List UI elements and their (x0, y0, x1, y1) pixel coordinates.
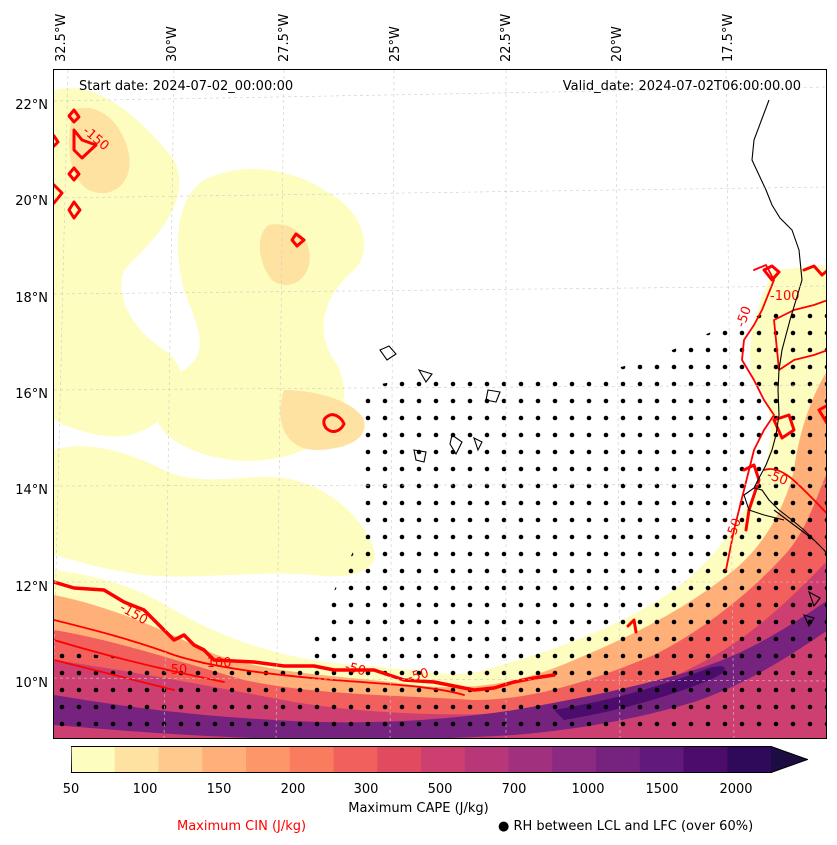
colorbar-swatch (333, 746, 378, 773)
lon-label-17-5w: 17.5°W (721, 13, 736, 62)
lat-label-10n: 10°N (15, 676, 48, 691)
rh-legend-label: ● RH between LCL and LFC (over 60%) (498, 819, 753, 834)
colorbar-swatch (464, 746, 510, 773)
colorbar-tick: 150 (206, 782, 232, 797)
cin-label: -50 (406, 666, 430, 686)
lon-label-32-5w: 32.5°W (54, 13, 69, 62)
cin-label: -50 (765, 468, 790, 489)
rh-stipple (54, 300, 826, 738)
colorbar-tick: 500 (427, 782, 453, 797)
colorbar-swatch (596, 746, 641, 773)
colorbar-tick: 700 (501, 782, 527, 797)
valid-date-label: Valid_date: 2024-07-02T06:00:00.00 (562, 79, 801, 94)
colorbar-swatch (377, 746, 422, 773)
lon-label-22-5w: 22.5°W (499, 13, 514, 62)
cin-label: -50 (343, 659, 367, 679)
colorbar-tick: 200 (280, 782, 306, 797)
coastlines (379, 99, 826, 628)
lat-label-12n: 12°N (15, 580, 48, 595)
cin-label: -50 (734, 304, 755, 329)
colorbar-swatch (683, 746, 728, 773)
cape-shading-northwest (54, 88, 375, 577)
cin-label: -100 (770, 289, 800, 304)
lon-label-27-5w: 27.5°W (277, 13, 292, 62)
colorbar-swatch (508, 746, 553, 773)
cin-label: -50 (166, 663, 187, 678)
lat-label-22n: 22°N (15, 98, 48, 113)
lat-label-16n: 16°N (15, 387, 48, 402)
lon-label-25w: 25°W (388, 26, 403, 62)
colorbar-tick: 1000 (571, 782, 605, 797)
colorbar-extend-arrow (771, 746, 808, 773)
colorbar-swatches (70, 746, 809, 773)
colorbar-tick: 100 (132, 782, 158, 797)
colorbar-tick: 300 (353, 782, 379, 797)
colorbar-tick: 1500 (645, 782, 679, 797)
colorbar-swatch (639, 746, 685, 773)
lon-label-30w: 30°W (165, 26, 180, 62)
colorbar-label: Maximum CAPE (J/kg) (348, 801, 489, 816)
colorbar-swatch (552, 746, 597, 773)
lon-label-20w: 20°W (610, 26, 625, 62)
colorbar-swatch (114, 746, 160, 773)
colorbar-swatch (202, 746, 247, 773)
colorbar-swatch (289, 746, 335, 773)
colorbar-tick: 2000 (719, 782, 753, 797)
cape-field-map: -150 -150 -100 -50 -50 -50 -100 -50 -50 … (54, 70, 826, 738)
colorbar-swatch (421, 746, 466, 773)
graticule (54, 70, 826, 738)
colorbar-swatch (71, 746, 116, 773)
lat-label-18n: 18°N (15, 291, 48, 306)
cape-colorbar (70, 746, 809, 773)
colorbar-swatch (246, 746, 291, 773)
map-panel[interactable]: -150 -150 -100 -50 -50 -50 -100 -50 -50 … (53, 69, 827, 739)
rh-legend-text: RH between LCL and LFC (over 60%) (513, 819, 754, 834)
colorbar-swatch (158, 746, 203, 773)
colorbar-swatch (727, 746, 772, 773)
start-date-label: Start date: 2024-07-02_00:00:00 (79, 79, 294, 94)
colorbar-outline (70, 746, 809, 773)
lat-label-14n: 14°N (15, 483, 48, 498)
cin-label: -50 (724, 516, 745, 541)
rh-dot-icon: ● (498, 819, 510, 834)
cin-legend-label: Maximum CIN (J/kg) (177, 819, 307, 834)
colorbar-tick: 50 (62, 782, 80, 797)
cin-label: -100 (202, 656, 232, 671)
cin-contours (54, 108, 826, 696)
lat-label-20n: 20°N (15, 194, 48, 209)
